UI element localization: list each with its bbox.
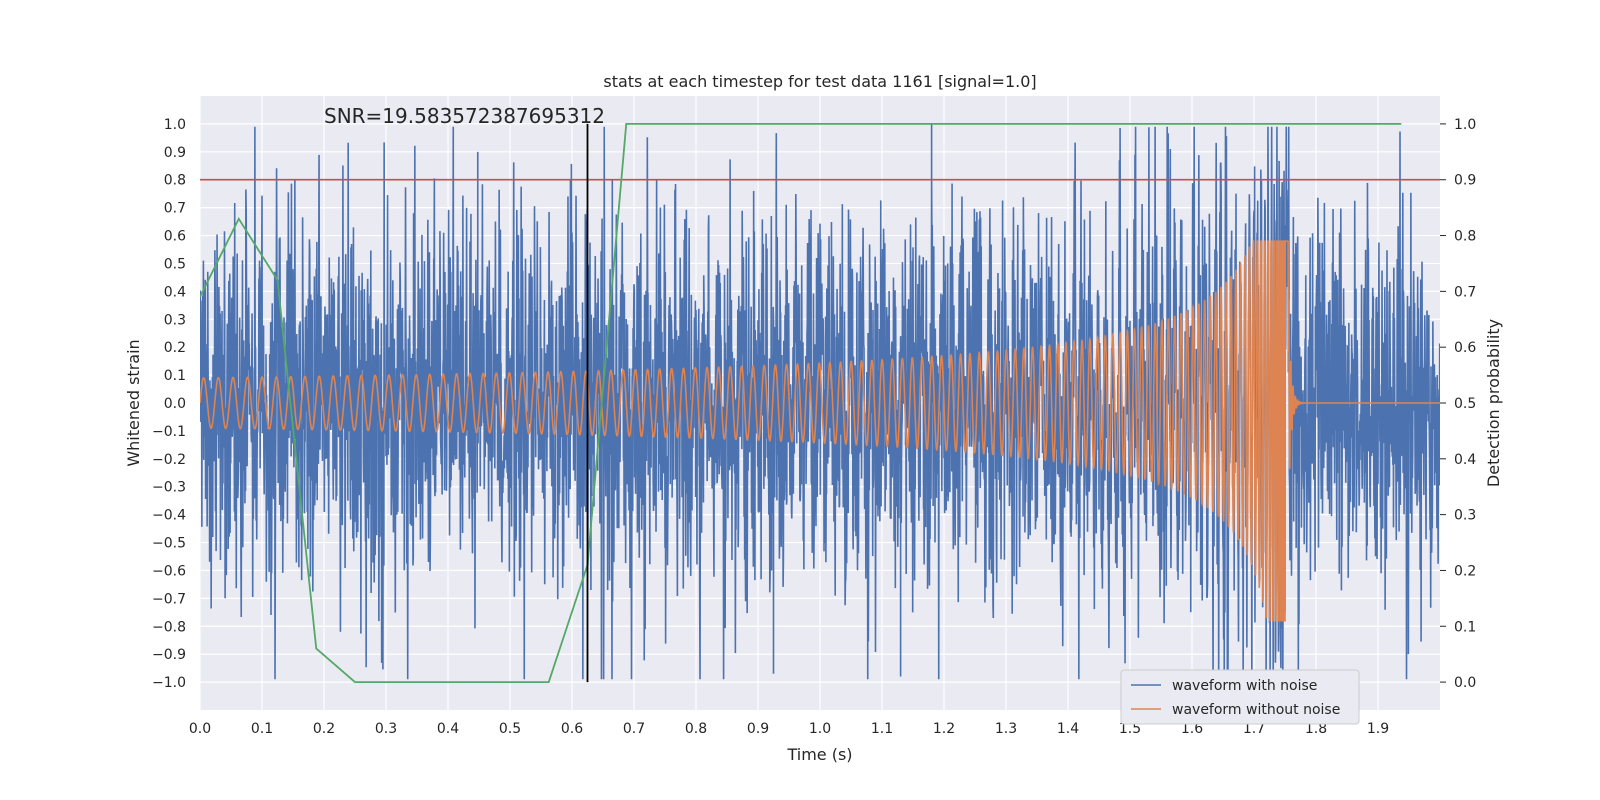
x-tick-label: 1.6	[1181, 721, 1203, 737]
x-tick-label: 1.5	[1119, 721, 1141, 737]
legend-label-noise: waveform with noise	[1172, 678, 1317, 694]
y-tick-label: 0.4	[164, 284, 186, 300]
x-tick-label: 0.2	[313, 721, 335, 737]
x-tick-label: 1.1	[871, 721, 893, 737]
y-axis-right-label: Detection probability	[1484, 319, 1503, 487]
y-tick-label: 0.0	[164, 396, 186, 412]
y-right-tick-label: 0.9	[1454, 173, 1476, 189]
series-waveform-with-noise	[200, 123, 1440, 680]
series-layer	[200, 123, 1440, 683]
y-tick-label: −0.4	[152, 508, 186, 524]
y-right-tick-label: 0.5	[1454, 396, 1476, 412]
x-tick-label: 0.4	[437, 721, 459, 737]
x-tick-label: 1.4	[1057, 721, 1079, 737]
legend: waveform with noise waveform without noi…	[1120, 669, 1360, 725]
y-right-tick-label: 0.2	[1454, 563, 1476, 579]
y-tick-label: 0.5	[164, 256, 186, 272]
y-tick-label: −0.7	[152, 591, 186, 607]
x-tick-label: 0.6	[561, 721, 583, 737]
y-tick-label: 0.1	[164, 368, 186, 384]
x-tick-label: 0.9	[747, 721, 769, 737]
y-tick-label: 0.9	[164, 145, 186, 161]
x-tick-label: 0.0	[189, 721, 211, 737]
y-tick-label: 0.7	[164, 201, 186, 217]
y-right-tick-label: 1.0	[1454, 117, 1476, 133]
y-tick-label: −0.1	[152, 424, 186, 440]
y-right-tick-label: 0.6	[1454, 340, 1476, 356]
y-tick-label: −0.6	[152, 563, 186, 579]
y-tick-label: −0.3	[152, 480, 186, 496]
legend-box	[1120, 669, 1360, 725]
x-tick-label: 0.1	[251, 721, 273, 737]
x-tick-label: 1.9	[1367, 721, 1389, 737]
y-right-tick-label: 0.3	[1454, 508, 1476, 524]
y-right-tick-label: 0.8	[1454, 229, 1476, 245]
x-tick-label: 1.0	[809, 721, 831, 737]
y-tick-label: −0.9	[152, 647, 186, 663]
y-tick-label: −0.5	[152, 536, 186, 552]
x-axis-label: Time (s)	[786, 745, 852, 764]
y-tick-label: 1.0	[164, 117, 186, 133]
x-tick-label: 0.7	[623, 721, 645, 737]
y-tick-label: 0.8	[164, 173, 186, 189]
x-tick-label: 1.8	[1305, 721, 1327, 737]
x-tick-label: 1.7	[1243, 721, 1265, 737]
y-tick-label: 0.3	[164, 312, 186, 328]
y-tick-label: 0.2	[164, 340, 186, 356]
x-tick-label: 0.8	[685, 721, 707, 737]
y-right-tick-label: 0.4	[1454, 452, 1476, 468]
series-waveform-without-noise	[200, 240, 1440, 622]
y-tick-label: −1.0	[152, 675, 186, 691]
ticks: 0.0 0.1 0.2 0.3 0.4 0.5 0.6 0.7 0.8 0.9 1.0 1.1 1.2 1…	[152, 117, 1476, 737]
x-tick-label: 1.2	[933, 721, 955, 737]
chart-title: stats at each timestep for test data 116…	[603, 72, 1036, 91]
y-right-tick-label: 0.1	[1454, 619, 1476, 635]
y-right-tick-label: 0.7	[1454, 284, 1476, 300]
x-tick-label: 0.5	[499, 721, 521, 737]
y-tick-label: 0.6	[164, 229, 186, 245]
y-axis-label: Whitened strain	[124, 339, 143, 466]
snr-annotation: SNR=19.583572387695312	[324, 104, 605, 128]
x-tick-label: 1.3	[995, 721, 1017, 737]
y-tick-label: −0.2	[152, 452, 186, 468]
y-right-tick-label: 0.0	[1454, 675, 1476, 691]
series-detection-probability	[200, 123, 1402, 683]
x-tick-label: 0.3	[375, 721, 397, 737]
y-tick-label: −0.8	[152, 619, 186, 635]
legend-label-clean: waveform without noise	[1172, 702, 1340, 718]
